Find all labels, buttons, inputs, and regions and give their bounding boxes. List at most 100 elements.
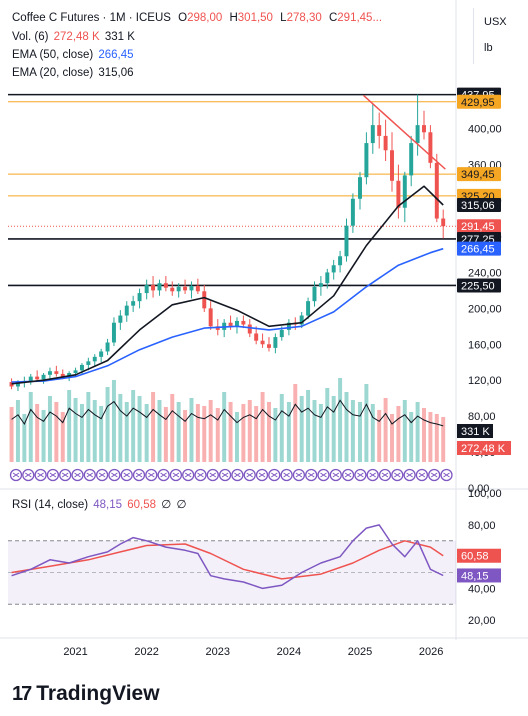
candle-body xyxy=(124,305,129,316)
candle-body xyxy=(170,287,175,292)
volume-bar xyxy=(183,410,188,462)
tradingview-logo-text: TradingView xyxy=(36,682,160,705)
volume-bar xyxy=(266,402,271,462)
volume-bar xyxy=(92,400,97,462)
volume-bar xyxy=(415,402,420,462)
rsi-ma-line xyxy=(11,540,444,580)
candle-body xyxy=(41,374,46,380)
volume-marker-glyph xyxy=(443,472,450,478)
volume-marker-glyph xyxy=(394,472,401,478)
price-label: 349,45 xyxy=(457,167,501,182)
candle-body xyxy=(241,320,246,325)
symbol-title: Coffee C Futures · 1M · ICEUS xyxy=(12,12,171,24)
volume-bar xyxy=(60,412,65,462)
volume-bar xyxy=(35,404,40,462)
volume-marker-glyph xyxy=(160,472,167,478)
candle-body xyxy=(111,322,116,343)
ohlc-c-value: 291,45... xyxy=(337,12,383,24)
volume-bar xyxy=(286,402,291,462)
volume-marker-glyph xyxy=(406,472,413,478)
price-label-bg xyxy=(457,241,501,256)
vol-value-2: 331 K xyxy=(104,31,135,43)
price-label-text: 266,45 xyxy=(461,244,495,256)
volume-bar xyxy=(222,392,227,462)
price-label-text: 349,45 xyxy=(461,169,495,181)
volume-marker-glyph xyxy=(25,472,32,478)
vol-value-1: 272,48 K xyxy=(53,31,100,43)
rsi-value-2: 60,58 xyxy=(127,499,157,511)
unit-selector[interactable]: USX lb xyxy=(473,8,520,64)
volume-bar xyxy=(28,392,33,462)
volume-bar xyxy=(370,404,375,462)
rsi-value-4: ∅ xyxy=(176,499,187,511)
volume-bar xyxy=(22,414,27,462)
unit-measure: lb xyxy=(484,42,493,54)
candle-body xyxy=(118,315,123,323)
rsi-tick-label: 20,00 xyxy=(468,615,496,627)
candle-body xyxy=(358,177,362,199)
y-tick-label: 80,00 xyxy=(468,411,496,423)
ohlc-o-value: 298,00 xyxy=(187,12,223,24)
candle-body xyxy=(415,125,420,144)
volume-bar xyxy=(105,387,110,462)
volume-bar xyxy=(260,392,265,462)
volume-bar xyxy=(124,402,129,462)
volume-bar xyxy=(364,384,369,462)
volume-marker-glyph xyxy=(271,472,278,478)
volume-bar xyxy=(390,414,394,462)
candle-body xyxy=(318,283,323,287)
volume-bar xyxy=(234,412,239,462)
volume-bar xyxy=(338,378,343,462)
ohlc-c-label: C xyxy=(328,12,338,24)
volume-bar xyxy=(312,400,317,462)
candle-body xyxy=(299,315,304,325)
volume-marker-glyph xyxy=(184,472,192,478)
candle-body xyxy=(28,376,33,382)
price-label-text: 291,45 xyxy=(461,221,495,233)
y-tick-label: 400,00 xyxy=(468,124,502,136)
volume-bar xyxy=(131,390,136,462)
volume-bar xyxy=(163,407,168,462)
volume-bar xyxy=(137,396,142,462)
candle-body xyxy=(208,308,213,327)
volume-bar xyxy=(409,412,414,462)
volume-bar xyxy=(228,402,233,462)
candle-body xyxy=(15,382,20,387)
candle-body xyxy=(383,135,388,151)
candle-body xyxy=(137,293,142,302)
volume-label-bg xyxy=(457,424,493,438)
volume-bar xyxy=(144,404,149,462)
candle-body xyxy=(364,143,369,178)
ohlc-h-label: H xyxy=(229,12,238,24)
tradingview-logo[interactable]: 17 TradingView xyxy=(12,682,160,706)
volume-bar xyxy=(111,380,116,462)
volume-marker-glyph xyxy=(172,472,180,478)
volume-bar xyxy=(428,412,433,462)
volume-bar xyxy=(402,400,407,462)
rsi-value-1: 48,15 xyxy=(93,499,123,511)
candle-body xyxy=(254,333,259,341)
volume-marker-glyph xyxy=(98,472,106,478)
ema20-label: EMA (20, close) xyxy=(12,67,94,79)
vol-label: Vol. (6) xyxy=(12,31,49,43)
volume-bar xyxy=(358,402,362,462)
volume-marker-glyph xyxy=(332,472,340,478)
volume-bar xyxy=(383,398,388,462)
x-tick-label: 2024 xyxy=(277,646,301,658)
ohlc-h-value: 301,50 xyxy=(237,12,273,24)
candle-body xyxy=(47,371,52,375)
ohlc-o-label: O xyxy=(178,12,188,24)
candle-body xyxy=(163,283,168,288)
x-tick-label: 2026 xyxy=(419,646,443,658)
candle-body xyxy=(247,324,252,334)
legend-ema20: EMA (20, close) 315,06 xyxy=(12,67,134,79)
rsi-tick-label: 80,00 xyxy=(468,520,496,532)
volume-bar xyxy=(208,400,213,462)
volume-bar xyxy=(195,404,200,462)
volume-bar xyxy=(79,404,84,462)
unit-currency: USX xyxy=(484,16,507,28)
volume-marker-glyph xyxy=(148,472,155,478)
candle-body xyxy=(189,285,194,291)
candle-body xyxy=(409,143,414,176)
